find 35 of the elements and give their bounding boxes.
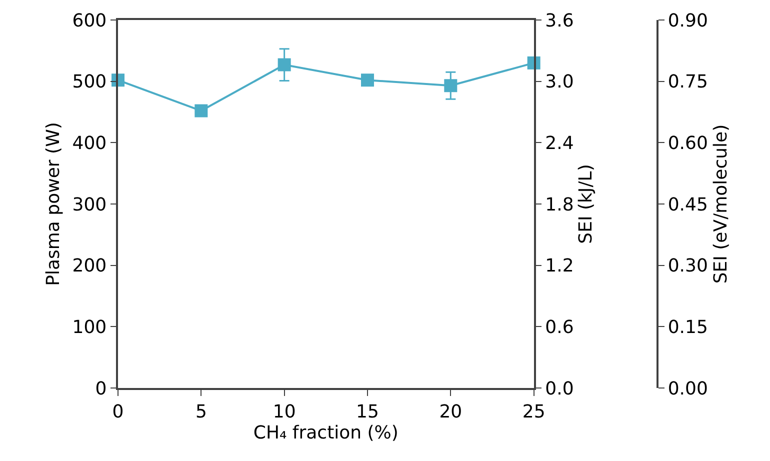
x-tick-label: 15 <box>356 401 379 422</box>
y3-tick-label: 0.30 <box>668 256 708 277</box>
y3-tick-label: 0.75 <box>668 72 708 93</box>
point <box>194 104 208 118</box>
x-tick-label: 20 <box>439 401 462 422</box>
x-tick-label: 5 <box>195 401 207 422</box>
x-tick-label: 0 <box>112 401 124 422</box>
y3-tick-label: 0.60 <box>668 132 708 154</box>
y2-tick-label: 2.4 <box>545 132 574 154</box>
y-tick-label: 200 <box>72 256 107 277</box>
y3-tick-label: 0.90 <box>668 10 708 32</box>
y3-axis-title: SEI (eV/molecule) <box>710 124 732 284</box>
y3-tick-label: 0.15 <box>668 316 708 338</box>
y2-tick-label: 0.0 <box>545 378 574 400</box>
y-tick-label: 100 <box>72 316 107 338</box>
y-tick-label: 500 <box>72 72 107 93</box>
y3-tick-label: 0.45 <box>668 194 708 216</box>
y-tick-label: 600 <box>72 10 107 32</box>
y2-axis-title: SEI (kJ/L) <box>575 164 596 244</box>
y2-tick-label: 1.8 <box>545 194 574 216</box>
y2-tick-label: 0.6 <box>545 316 574 338</box>
y-tick-label: 0 <box>95 378 107 400</box>
x-tick-label: 25 <box>522 401 546 422</box>
point <box>361 74 374 87</box>
x-axis-title: CH₄ fraction (%) <box>253 422 398 444</box>
y2-tick-label: 3.6 <box>545 10 574 32</box>
y2-tick-label: 3.0 <box>545 72 574 93</box>
y-axis-title: Plasma power (W) <box>42 122 64 286</box>
y-tick-label: 300 <box>72 194 107 216</box>
point <box>278 58 291 72</box>
point <box>444 79 458 92</box>
x-tick-label: 10 <box>272 401 296 422</box>
y2-tick-label: 1.2 <box>545 256 574 277</box>
y-tick-label: 400 <box>72 132 107 154</box>
y3-tick-label: 0.00 <box>668 378 708 400</box>
